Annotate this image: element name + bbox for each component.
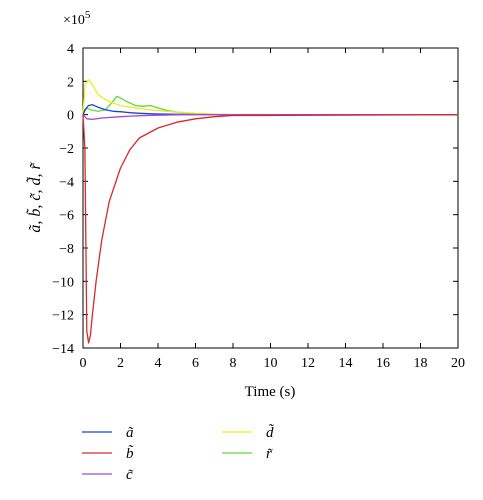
y-multiplier: ×105 bbox=[63, 9, 91, 28]
y-tick-label: −8 bbox=[59, 242, 74, 257]
x-tick-label: 0 bbox=[80, 356, 87, 371]
y-axis-label: ã, b̃, c̃, d̃, r̃ bbox=[26, 162, 44, 233]
x-tick-label: 10 bbox=[264, 356, 278, 371]
x-tick-label: 18 bbox=[414, 356, 428, 371]
y-tick-label: −12 bbox=[52, 309, 74, 324]
y-tick-label: −4 bbox=[59, 175, 74, 190]
x-tick-label: 12 bbox=[301, 356, 315, 371]
legend-label: d̃ bbox=[266, 424, 274, 441]
x-tick-label: 6 bbox=[192, 356, 199, 371]
legend-label: r̃ bbox=[266, 446, 273, 462]
series-lines bbox=[82, 79, 459, 344]
y-tick-label: 2 bbox=[67, 75, 74, 90]
series-line-2 bbox=[82, 114, 459, 344]
x-tick-label: 16 bbox=[376, 356, 390, 371]
legend-label: ã bbox=[126, 425, 134, 441]
series-line-3 bbox=[82, 114, 458, 120]
x-tick-label: 4 bbox=[155, 356, 162, 371]
x-tick-label: 2 bbox=[117, 356, 124, 371]
x-axis-label: Time (s) bbox=[245, 384, 296, 400]
legend-label: c̃ bbox=[126, 467, 133, 483]
series-line-4 bbox=[82, 79, 458, 116]
legend: ã b̃ c̃ d̃ r̃ bbox=[82, 424, 274, 483]
y-tick-label: −14 bbox=[52, 342, 74, 357]
x-tick-label: 14 bbox=[339, 356, 353, 371]
y-tick-label: −10 bbox=[52, 275, 74, 290]
legend-label: b̃ bbox=[126, 445, 134, 462]
y-tick-label: 4 bbox=[67, 42, 74, 57]
y-tick-label: 0 bbox=[67, 109, 74, 124]
plot-frame bbox=[82, 47, 459, 349]
x-tick-label: 8 bbox=[230, 356, 237, 371]
x-tick-label: 20 bbox=[451, 356, 465, 371]
y-tick-label: −2 bbox=[59, 142, 74, 157]
y-tick-label: −6 bbox=[59, 209, 74, 224]
